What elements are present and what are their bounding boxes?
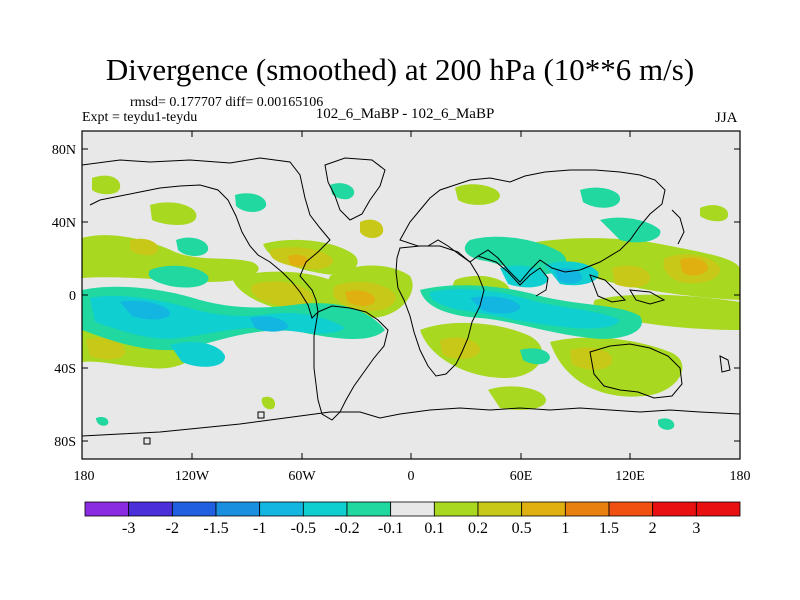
colorbar-box [652,501,697,517]
colorbar-box [215,501,261,517]
lon-label-60w: 60W [288,469,316,484]
colorbar-label: 1.5 [599,520,619,537]
colorbar [84,501,741,517]
lon-label-60e: 60E [510,469,533,484]
colorbar-box [564,501,610,517]
colorbar-box [608,501,654,517]
colorbar-label: 0.5 [512,520,532,537]
lon-label-180e: 180 [730,469,751,484]
lat-label-0: 0 [69,289,76,304]
colorbar-label: 0.2 [468,520,488,537]
positive-high-fill [288,254,708,306]
colorbar-box [302,501,348,517]
colorbar-labels: -3 -2 -1.5 -1 -0.5 -0.2 -0.1 0.1 0.2 0.5 1 1.5 2 3 [122,520,700,537]
colorbar-box [521,501,566,517]
lat-label-80s: 80S [54,435,76,450]
lat-label-40s: 40S [54,362,76,377]
colorbar-box [84,501,130,517]
colorbar-label: -3 [122,520,135,537]
case-label: 102_6_MaBP - 102_6_MaBP [315,106,495,122]
colorbar-box [433,501,479,517]
lat-label-40n: 40N [52,216,76,231]
plot-title: Divergence (smoothed) at 200 hPa (10**6 … [105,52,695,87]
colorbar-label: -2 [166,520,179,537]
colorbar-label: -0.1 [378,520,403,537]
season-label: JJA [715,110,738,126]
colorbar-box [259,501,304,517]
contour-fills [82,175,740,430]
colorbar-label: -0.5 [291,520,316,537]
colorbar-box [390,501,435,517]
colorbar-label: -0.2 [334,520,359,537]
stats-line: rmsd= 0.177707 diff= 0.00165106 [130,95,324,110]
lon-ticks [191,131,631,459]
colorbar-box [346,501,392,517]
lon-label-120w: 120W [175,469,210,484]
coastlines [82,157,740,445]
lon-label-120e: 120E [615,469,645,484]
expt-label: Expt = teydu1-teydu [82,110,198,125]
colorbar-box [477,501,523,517]
colorbar-label: -1 [253,520,266,537]
colorbar-box [171,501,217,517]
colorbar-label: 1 [561,520,569,537]
colorbar-label: 3 [692,520,700,537]
lon-label-180w: 180 [74,469,95,484]
colorbar-box [695,501,741,517]
lon-label-0: 0 [408,469,415,484]
colorbar-box [128,501,173,517]
lat-ticks [82,148,740,442]
colorbar-label: 0.1 [424,520,444,537]
negative-high-fill [120,268,582,332]
lat-label-80n: 80N [52,143,76,158]
colorbar-label: 2 [649,520,657,537]
colorbar-label: -1.5 [203,520,228,537]
